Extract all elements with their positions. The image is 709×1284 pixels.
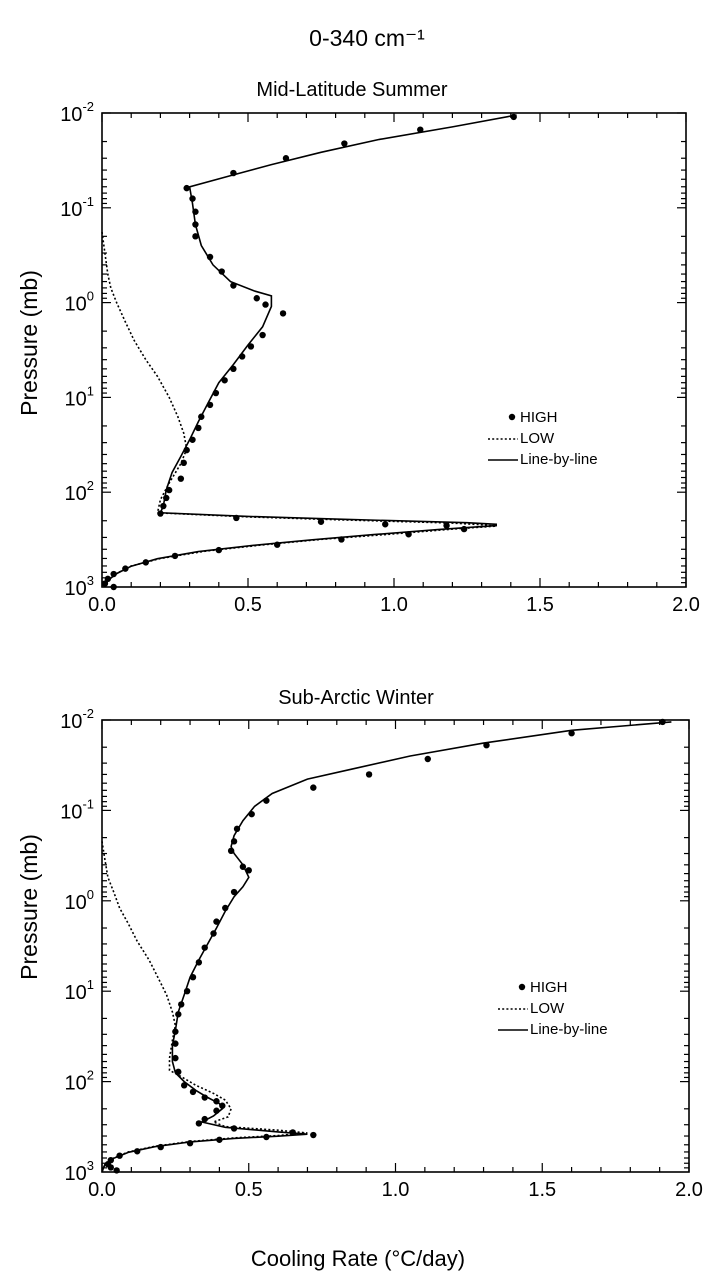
x-tick-label: 1.5 [528,1179,556,1201]
chart-mid-latitude-summer: Mid-Latitude Summer Pressure (mb) 0.0 0.5… [16,79,700,616]
data-point-high [195,1120,203,1127]
legend-marker-high [518,983,526,991]
data-point-high [310,1131,317,1139]
data-point-high [104,575,112,583]
y-tick-label: 100 [65,887,94,914]
series-line-low [101,231,497,588]
data-point-high [183,184,190,192]
figure-header: 0-340 cm⁻¹ [309,25,425,51]
legend-label-line-by-line: Line-by-line [530,1021,608,1038]
data-point-high [247,343,255,350]
y-tick-label: 102 [65,478,94,505]
series-line-line-by-line [104,114,517,588]
y-axis-label: Pressure (mb) [16,834,42,980]
data-point-high [262,301,269,308]
data-point-high [107,1164,115,1171]
y-tick-label: 103 [65,573,94,600]
y-tick-label: 101 [65,383,94,410]
data-point-high [192,233,199,240]
chart-sub-arctic-winter: Sub-Arctic Winter Pressure (mb) 0.0 0.5 1.… [16,687,703,1201]
data-point-high [253,295,260,302]
data-point-high [443,522,450,529]
data-point-high [424,755,431,763]
plot-frame [101,112,687,588]
plot-frame [101,719,690,1173]
legend-label-line-by-line: Line-by-line [520,451,598,468]
data-point-high [218,268,225,275]
data-point-high [213,918,220,925]
y-tick-label: 10-1 [60,194,94,221]
x-tick-label: 1.0 [380,594,408,616]
y-tick-label: 100 [65,289,94,316]
series-line-line-by-line [101,721,672,1173]
legend-label-high: HIGH [530,979,568,996]
y-tick-label: 103 [65,1158,94,1185]
legend-label-low: LOW [520,430,555,447]
y-axis-label: Pressure (mb) [16,270,42,416]
data-point-high [172,1054,179,1062]
data-point-high [417,126,424,133]
y-tick-label: 10-1 [60,796,94,823]
chart-title: Mid-Latitude Summer [256,79,448,101]
x-tick-label: 2.0 [672,594,700,616]
data-point-high [110,583,117,591]
x-tick-label: 0.0 [88,1179,116,1201]
legend-label-high: HIGH [520,409,558,426]
x-tick-label: 1.0 [382,1179,410,1201]
legend-label-low: LOW [530,1000,565,1017]
data-point-high [259,331,266,339]
x-tick-label: 1.5 [526,594,554,616]
data-point-high [230,888,238,896]
y-tick-label: 102 [65,1068,94,1095]
series-line-low [101,841,308,1173]
data-point-high [279,310,287,317]
data-point-high [177,475,185,482]
data-point-high [310,784,317,791]
y-tick-label: 10-2 [60,99,94,126]
y-tick-label: 101 [65,977,94,1004]
data-point-high [113,1167,120,1174]
data-point-high [365,771,373,778]
data-point-high [568,730,575,737]
x-tick-label: 0.5 [234,594,262,616]
data-point-high [245,867,252,874]
x-axis-label: Cooling Rate (°C/day) [251,1246,465,1271]
x-tick-label: 0.5 [235,1179,263,1201]
data-point-high [341,140,348,147]
y-tick-label: 10-2 [60,706,94,733]
data-point-high [382,521,389,528]
x-tick-label: 0.0 [88,594,116,616]
legend-marker-high [508,413,516,421]
chart-title: Sub-Arctic Winter [278,687,434,709]
data-point-high [317,518,325,525]
x-tick-label: 2.0 [675,1179,703,1201]
